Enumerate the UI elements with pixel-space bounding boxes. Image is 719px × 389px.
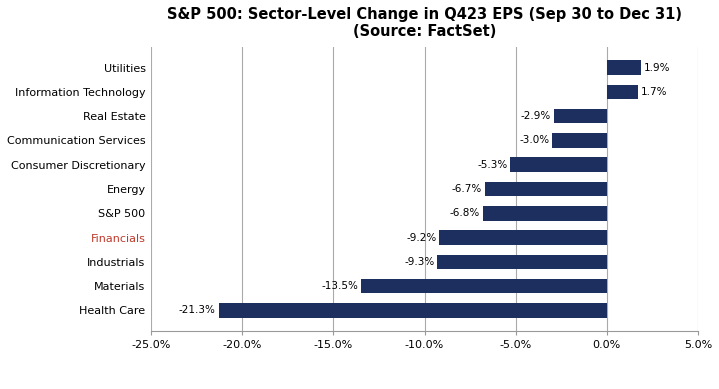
Bar bbox=[607, 60, 641, 75]
Bar bbox=[483, 206, 607, 221]
Text: -21.3%: -21.3% bbox=[179, 305, 216, 315]
Bar bbox=[552, 133, 607, 148]
Text: -5.3%: -5.3% bbox=[477, 160, 508, 170]
Bar bbox=[607, 85, 638, 99]
Legend: Change in Q423 EPS: Change in Q423 EPS bbox=[353, 385, 496, 389]
Bar bbox=[361, 279, 607, 293]
Title: S&P 500: Sector-Level Change in Q423 EPS (Sep 30 to Dec 31)
(Source: FactSet): S&P 500: Sector-Level Change in Q423 EPS… bbox=[167, 7, 682, 39]
Text: -6.8%: -6.8% bbox=[450, 209, 480, 218]
Bar bbox=[510, 158, 607, 172]
Text: 1.9%: 1.9% bbox=[644, 63, 671, 73]
Text: -2.9%: -2.9% bbox=[521, 111, 551, 121]
Bar bbox=[554, 109, 607, 123]
Text: 1.7%: 1.7% bbox=[641, 87, 667, 97]
Text: -3.0%: -3.0% bbox=[519, 135, 549, 145]
Bar bbox=[219, 303, 607, 318]
Bar bbox=[437, 255, 607, 269]
Text: -9.2%: -9.2% bbox=[406, 233, 436, 243]
Bar bbox=[439, 230, 607, 245]
Text: -6.7%: -6.7% bbox=[452, 184, 482, 194]
Bar bbox=[485, 182, 607, 196]
Text: -9.3%: -9.3% bbox=[404, 257, 434, 267]
Text: -13.5%: -13.5% bbox=[321, 281, 358, 291]
